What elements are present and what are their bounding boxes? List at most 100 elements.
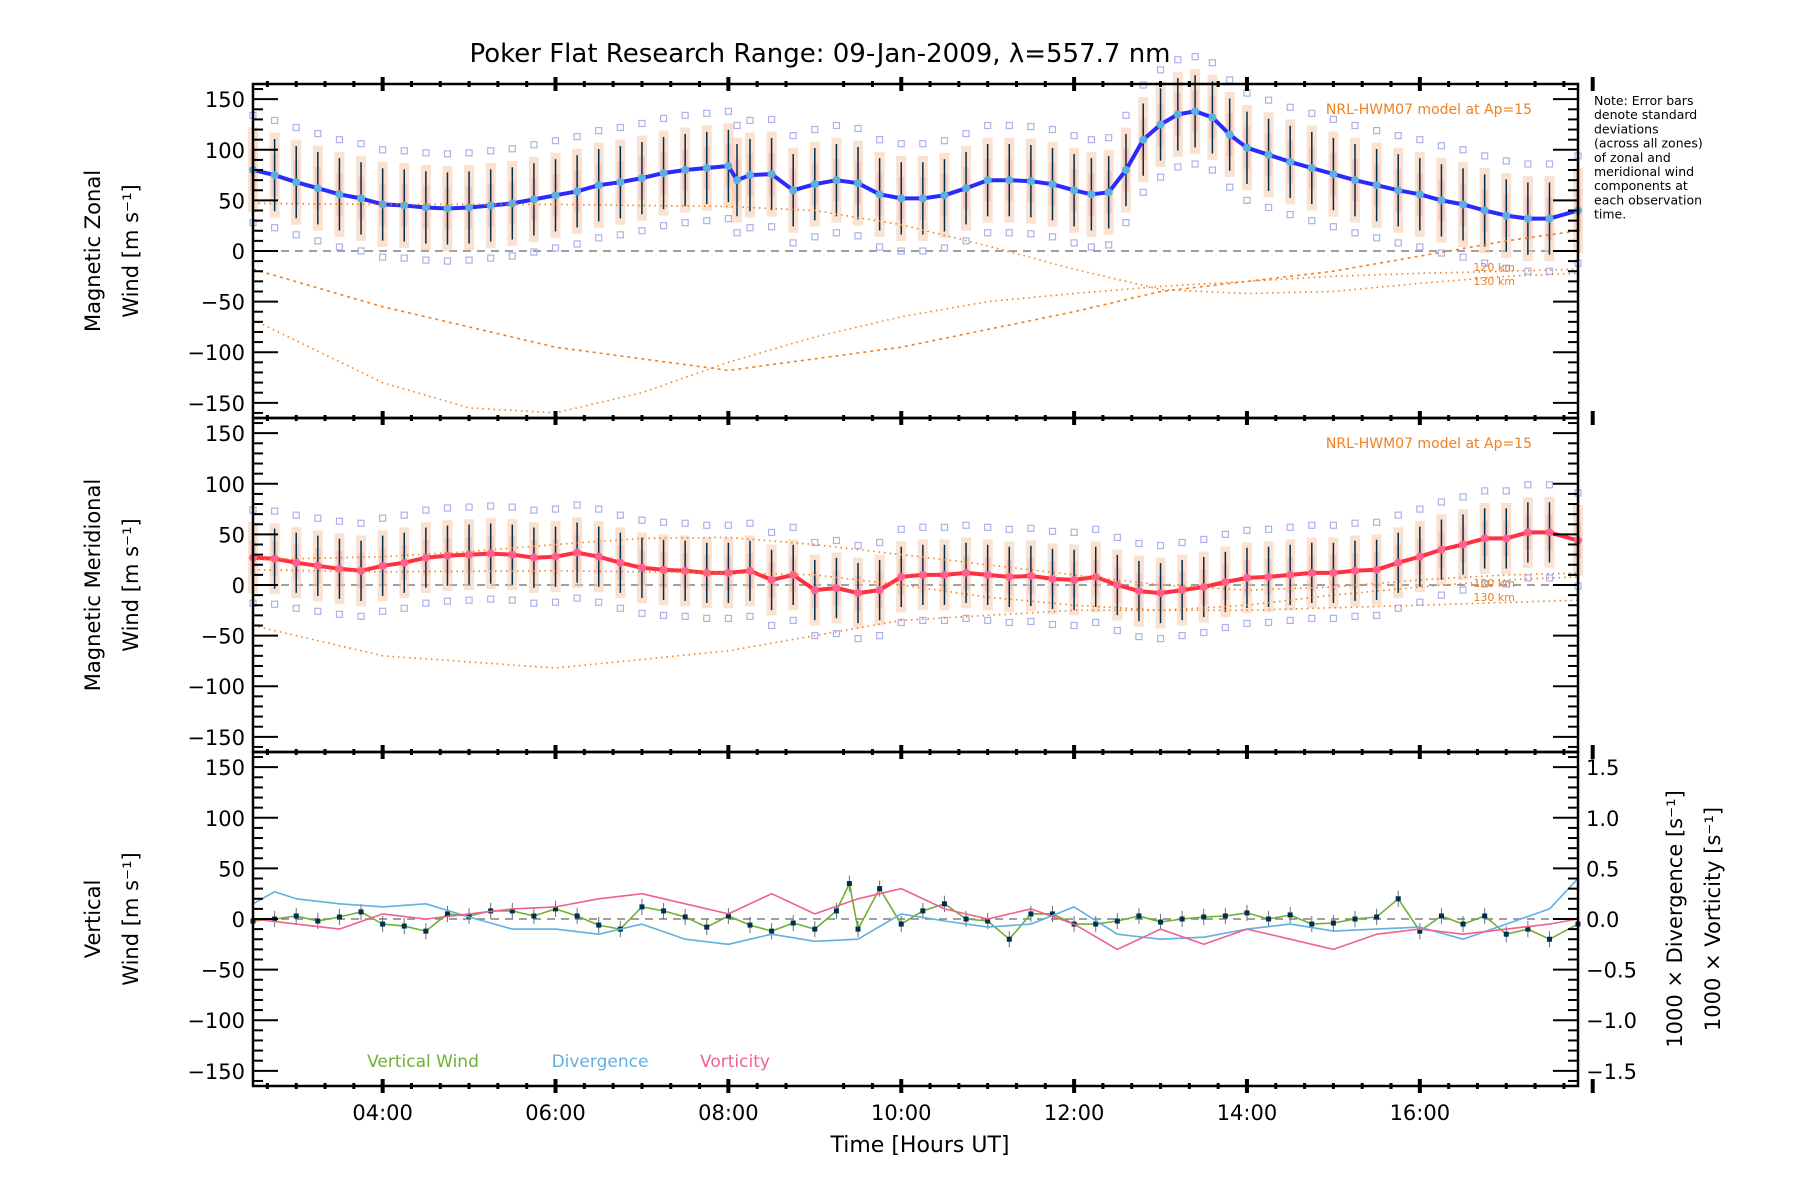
zone-sample-marker xyxy=(681,519,689,527)
zone-sample-marker xyxy=(400,254,408,262)
zone-sample-marker xyxy=(400,604,408,612)
data-point xyxy=(1070,186,1079,195)
zone-sample-marker xyxy=(789,239,797,247)
data-point xyxy=(444,911,450,917)
data-point xyxy=(769,928,775,934)
zone-sample-marker xyxy=(422,149,430,157)
zone-sample-marker xyxy=(443,150,452,158)
data-point xyxy=(1352,916,1358,922)
data-point xyxy=(616,558,625,567)
zone-sample-marker xyxy=(1351,612,1359,620)
data-point xyxy=(1395,896,1401,902)
data-point xyxy=(1525,926,1531,932)
zone-sample-marker xyxy=(595,126,603,135)
zone-sample-marker xyxy=(919,140,927,148)
data-point xyxy=(854,589,863,598)
data-point xyxy=(659,169,668,178)
zone-sample-marker xyxy=(1308,521,1316,529)
zone-sample-marker xyxy=(940,137,949,145)
zone-sample-marker xyxy=(1416,598,1424,606)
data-point xyxy=(1266,916,1272,922)
y-tick-label: −50 xyxy=(201,625,245,649)
data-point xyxy=(875,586,884,595)
data-point xyxy=(1523,214,1532,223)
y-tick-label: −50 xyxy=(201,291,245,315)
zone-sample-marker xyxy=(724,107,732,115)
zone-sample-marker xyxy=(767,115,776,124)
model-label: NRL-HWM07 model at Ap=15 xyxy=(1326,102,1532,118)
zone-sample-marker xyxy=(1394,239,1402,247)
zone-sample-marker xyxy=(1113,533,1121,542)
zone-sample-marker xyxy=(1437,142,1446,150)
zone-sample-marker xyxy=(1027,617,1035,626)
data-point xyxy=(1264,572,1273,581)
note-line: of zonal and xyxy=(1594,150,1671,165)
data-point xyxy=(1242,573,1251,582)
data-point xyxy=(1048,180,1057,189)
data-point xyxy=(531,913,537,919)
zone-sample-marker xyxy=(335,610,344,618)
y-tick-label: 50 xyxy=(218,189,245,213)
zone-sample-marker xyxy=(940,523,949,531)
zone-sample-marker xyxy=(1481,580,1489,588)
y-tick-label: −100 xyxy=(187,1009,245,1033)
zone-sample-marker xyxy=(638,227,646,235)
zone-sample-marker xyxy=(1373,611,1381,619)
zone-sample-marker xyxy=(811,538,819,547)
data-point xyxy=(486,549,495,558)
zone-sample-marker xyxy=(854,232,862,240)
data-point xyxy=(875,190,884,199)
zone-sample-marker xyxy=(1243,619,1251,628)
data-point xyxy=(832,584,841,593)
data-point xyxy=(810,586,819,595)
zone-sample-marker xyxy=(1524,160,1532,168)
zone-sample-marker xyxy=(962,129,970,138)
data-point xyxy=(962,184,971,193)
zone-sample-marker xyxy=(703,109,711,117)
series-nrl-hwm07-model-lower- xyxy=(252,268,1579,414)
data-point xyxy=(1178,586,1187,595)
data-point xyxy=(920,908,926,914)
vorticity-axis-label: 1000 × Vorticity [s⁻¹] xyxy=(1701,807,1725,1031)
zone-sample-marker xyxy=(1156,635,1165,643)
zone-sample-marker xyxy=(1286,103,1294,111)
model-label: NRL-HWM07 model at Ap=15 xyxy=(1326,436,1532,452)
x-tick-label: 06:00 xyxy=(525,1101,586,1125)
zone-sample-marker xyxy=(1373,126,1381,135)
data-point xyxy=(639,904,645,910)
data-point xyxy=(1437,545,1446,554)
zone-sample-marker xyxy=(1122,219,1130,227)
y-tick-right-label: 1.0 xyxy=(1586,807,1619,831)
data-point xyxy=(1480,534,1489,543)
y-tick-label: 100 xyxy=(205,139,245,163)
zone-sample-marker xyxy=(876,136,884,144)
data-point xyxy=(1309,921,1315,927)
zone-sample-marker xyxy=(1200,535,1208,544)
legend-item: Vertical Wind xyxy=(367,1052,479,1072)
data-point xyxy=(1158,919,1164,925)
data-point xyxy=(1351,176,1360,185)
zone-sample-marker xyxy=(854,635,862,643)
zone-sample-marker xyxy=(1264,525,1273,533)
data-point xyxy=(918,194,927,203)
data-point xyxy=(1545,214,1554,223)
zone-sample-marker xyxy=(508,596,516,604)
y-tick-label: 50 xyxy=(218,857,245,881)
zone-sample-marker xyxy=(1178,538,1186,547)
zone-sample-marker xyxy=(1087,136,1095,144)
zone-sample-marker xyxy=(1027,122,1035,131)
data-point xyxy=(1372,181,1381,190)
zone-sample-marker xyxy=(767,621,776,630)
data-point xyxy=(400,201,409,210)
zone-sample-marker xyxy=(1122,111,1130,119)
altitude-label: 120 km xyxy=(1473,577,1515,590)
y-tick-label: −150 xyxy=(187,1060,245,1084)
data-point xyxy=(1191,107,1200,116)
zone-sample-marker xyxy=(379,146,387,154)
zone-sample-marker xyxy=(1226,183,1234,191)
data-point xyxy=(1351,566,1360,575)
data-point xyxy=(551,191,560,200)
x-tick-label: 16:00 xyxy=(1390,1101,1451,1125)
zone-sample-marker xyxy=(1105,241,1113,249)
zone-sample-marker xyxy=(1481,487,1489,495)
